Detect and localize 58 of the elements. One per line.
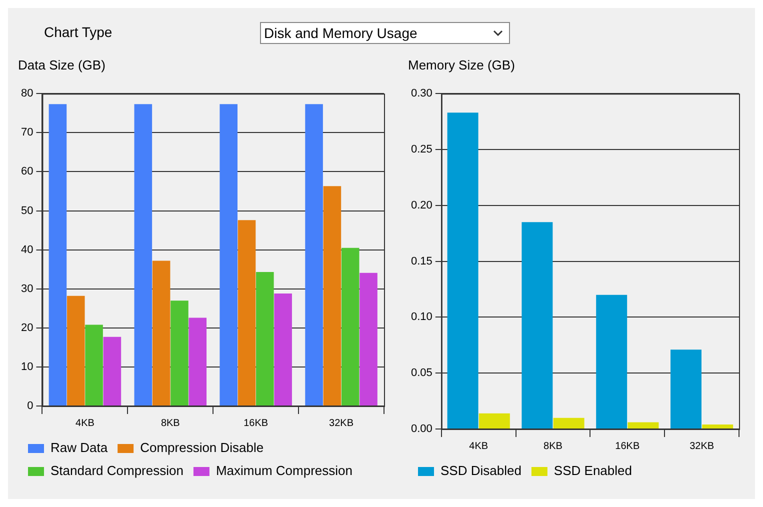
chart-title: Data Size (GB)	[18, 57, 106, 72]
legend-label: SSD Enabled	[554, 463, 632, 478]
y-tick-label: 0.05	[410, 367, 432, 380]
bar	[323, 186, 342, 406]
bar	[220, 104, 238, 406]
y-tick-label: 60	[20, 166, 34, 178]
bar	[447, 112, 478, 428]
bar	[256, 272, 274, 406]
bar	[702, 424, 734, 428]
y-tick-label: 0.20	[410, 199, 432, 212]
bar	[48, 104, 67, 406]
bar	[360, 272, 378, 406]
y-tick-label: 10	[20, 360, 34, 373]
y-tick-label: 0.10	[410, 311, 432, 324]
bar	[170, 300, 188, 406]
x-tick-label: 8KB	[544, 440, 563, 452]
y-tick-label: 50	[20, 204, 34, 217]
bar	[553, 418, 584, 428]
bar	[628, 422, 659, 428]
legend-label: SSD Disabled	[440, 463, 522, 478]
y-tick-label: 0.25	[410, 144, 432, 156]
bar	[596, 294, 628, 428]
y-tick-label: 80	[20, 88, 34, 100]
bar	[85, 324, 103, 406]
bar	[478, 413, 510, 428]
y-tick-label: 0	[27, 400, 34, 412]
legend-label: Raw Data	[50, 440, 108, 456]
dropdown-field: Disk and Memory Usage	[260, 22, 510, 44]
y-tick-label: 70	[20, 126, 34, 139]
bar	[238, 220, 256, 406]
bar	[522, 222, 553, 428]
y-tick-label: 30	[20, 282, 34, 295]
bar	[305, 104, 323, 406]
bar	[670, 350, 702, 428]
chart-title: Memory Size (GB)	[408, 57, 515, 72]
x-tick-label: 32KB	[690, 440, 714, 452]
x-tick-label: 4KB	[76, 418, 95, 429]
bar	[341, 248, 360, 406]
bar	[274, 294, 292, 406]
x-tick-label: 8KB	[160, 418, 180, 429]
y-tick-label: 0.30	[410, 88, 432, 100]
y-tick-label: 0.00	[410, 423, 432, 436]
bar	[134, 104, 152, 406]
x-tick-label: 4KB	[469, 440, 488, 452]
x-tick-label: 32KB	[329, 418, 354, 429]
bar	[188, 318, 207, 406]
bar	[152, 260, 170, 406]
legend-label: Standard Compression	[50, 463, 184, 478]
x-tick-label: 16KB	[615, 440, 640, 452]
legend-label: Maximum Compression	[216, 463, 353, 478]
bar	[103, 336, 122, 406]
bar	[66, 296, 85, 406]
legend-label: Compression Disable	[140, 440, 264, 456]
y-tick-label: 0.15	[410, 255, 432, 268]
y-tick-label: 20	[20, 322, 34, 334]
text: Chart Type	[44, 24, 112, 40]
y-tick-label: 40	[20, 244, 34, 256]
x-tick-label: 16KB	[244, 418, 268, 429]
